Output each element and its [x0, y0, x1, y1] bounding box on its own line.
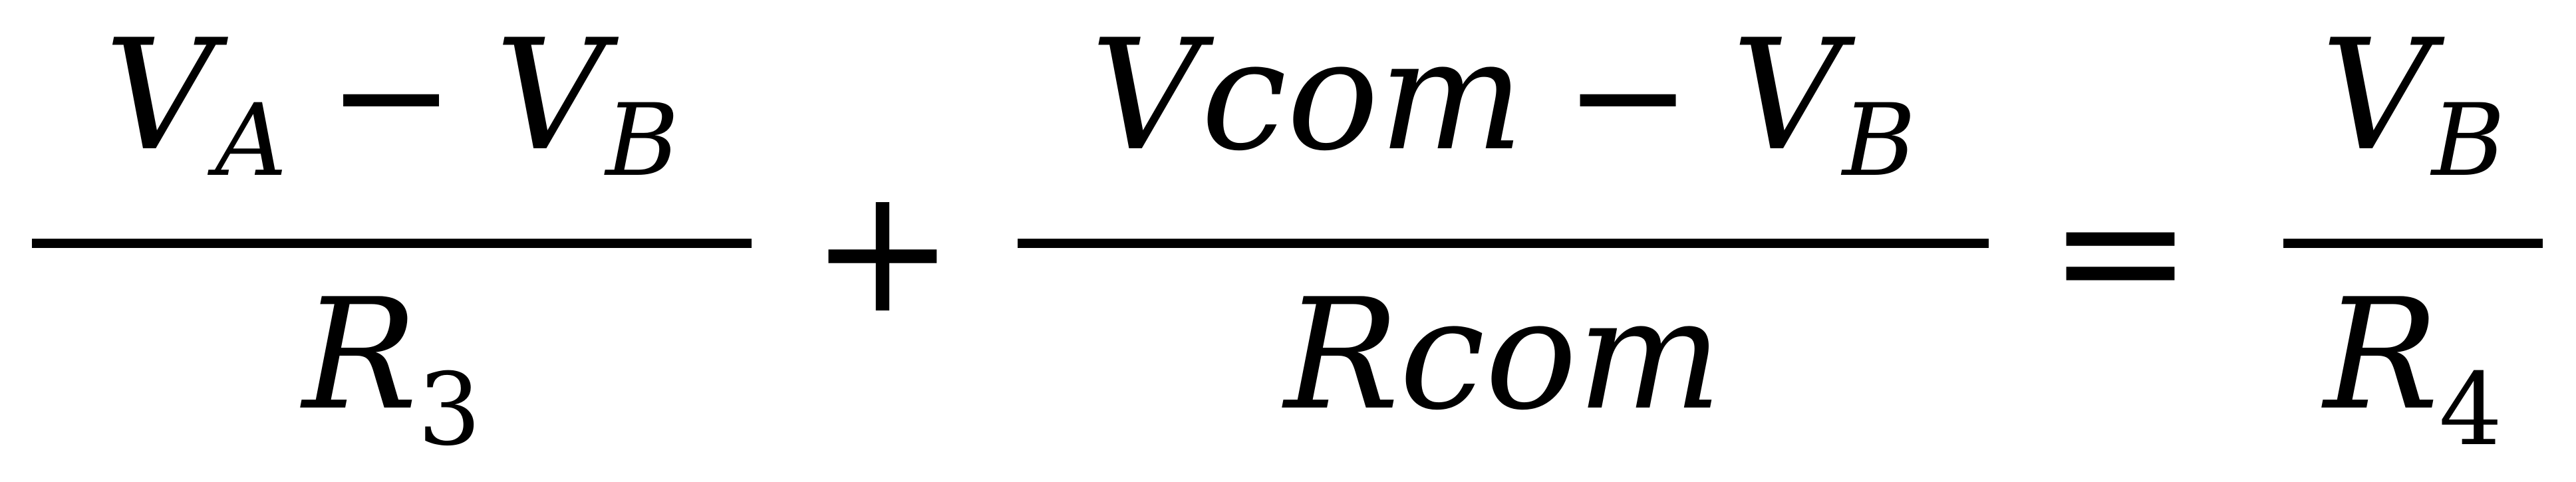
subscript-b: B — [605, 83, 679, 199]
denominator-term-2: Rcom — [1018, 279, 1989, 432]
variable-v: V — [1731, 7, 1843, 185]
subscript-b: B — [2431, 83, 2505, 199]
denominator-term-1: R3 — [32, 279, 752, 461]
variable-rcom: Rcom — [1284, 267, 1723, 444]
minus-sign: − — [327, 7, 456, 185]
fraction-bar — [32, 239, 752, 248]
variable-vcom: Vcom — [1090, 7, 1524, 185]
variable-r: R — [2323, 267, 2439, 444]
subscript-b: B — [1842, 83, 1916, 199]
variable-v: V — [104, 7, 215, 185]
variable-v: V — [2321, 7, 2432, 185]
variable-v: V — [495, 7, 606, 185]
subscript-3: 3 — [417, 352, 482, 468]
subscript-a: A — [215, 83, 287, 199]
subscript-4: 4 — [2438, 352, 2503, 468]
numerator-term-3: VB — [2283, 20, 2543, 191]
fraction-term-1: VA − VB R3 — [32, 0, 752, 482]
minus-sign: − — [1564, 7, 1692, 185]
numerator-term-1: VA − VB — [32, 7, 752, 191]
variable-r: R — [302, 267, 418, 444]
plus-operator: + — [810, 151, 955, 352]
fraction-bar — [2283, 239, 2543, 248]
fraction-bar — [1018, 239, 1989, 248]
denominator-term-3: R4 — [2283, 279, 2543, 461]
fraction-term-2: Vcom − VB Rcom — [1018, 0, 1989, 482]
numerator-term-2: Vcom − VB — [1018, 7, 1989, 191]
fraction-term-3: VB R4 — [2283, 0, 2543, 482]
equals-operator: = — [2048, 151, 2193, 352]
